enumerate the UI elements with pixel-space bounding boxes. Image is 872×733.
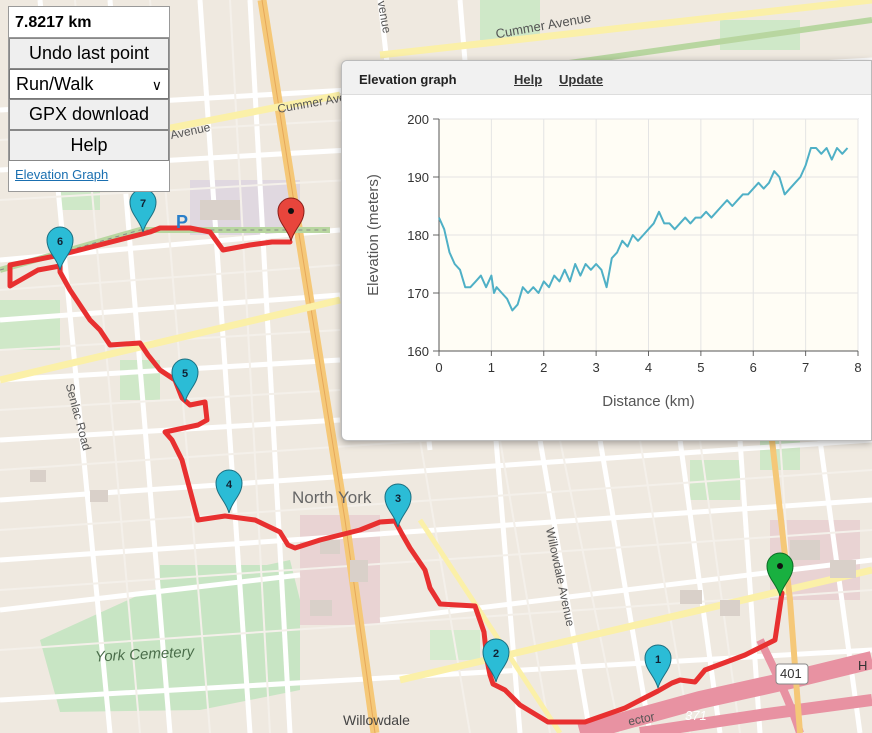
activity-mode-select[interactable]: Run/Walk ∨ [9, 69, 169, 99]
end-marker[interactable] [277, 197, 305, 242]
route-control-panel: 7.8217 km Undo last point Run/Walk ∨ GPX… [8, 6, 170, 192]
elevation-popup-title: Elevation graph [359, 72, 457, 87]
x-tick-label: 4 [645, 360, 652, 375]
start-marker[interactable] [766, 552, 794, 597]
parking-icon: P [176, 212, 189, 232]
y-tick-label: 190 [407, 170, 429, 185]
route-marker-6[interactable]: 6 [46, 226, 74, 271]
route-marker-5-label: 5 [182, 368, 188, 380]
help-button[interactable]: Help [9, 130, 169, 161]
route-marker-2-label: 2 [493, 648, 499, 660]
elevation-chart: 0 1 2 3 4 5 6 7 8 160 170 180 190 200 Distance (km) Ele… [365, 112, 862, 410]
x-tick-label: 2 [540, 360, 547, 375]
y-tick-label: 170 [407, 286, 429, 301]
route-marker-7-label: 7 [140, 198, 146, 210]
elevation-series-line [438, 147, 849, 312]
x-tick-label: 8 [854, 360, 861, 375]
x-tick-label: 0 [435, 360, 442, 375]
elevation-update-link[interactable]: Update [559, 72, 604, 87]
y-axis-label: Elevation (meters) [365, 174, 382, 296]
y-tick-label: 200 [407, 112, 429, 127]
elevation-graph-popup: Elevation graph Help Update 0 1 2 3 4 5 6 7 8 160… [341, 60, 872, 441]
x-axis-label: Distance (km) [602, 393, 695, 410]
x-tick-label: 5 [697, 360, 704, 375]
activity-mode-value: Run/Walk [16, 74, 94, 94]
x-tick-label: 1 [488, 360, 495, 375]
elevation-graph-link[interactable]: Elevation Graph [15, 167, 109, 182]
route-line [7, 225, 785, 725]
route-marker-3[interactable]: 3 [384, 483, 412, 528]
y-tick-label: 180 [407, 228, 429, 243]
x-tick-label: 6 [750, 360, 757, 375]
x-tick-label: 3 [593, 360, 600, 375]
route-marker-4-label: 4 [226, 479, 233, 491]
highway-401-shield [775, 663, 809, 685]
chevron-down-icon: ∨ [151, 77, 162, 93]
gpx-download-button[interactable]: GPX download [9, 99, 169, 130]
elevation-help-link[interactable]: Help [514, 72, 543, 87]
undo-last-point-button[interactable]: Undo last point [9, 38, 169, 69]
map-label-north-york: North York [292, 488, 372, 507]
x-tick-label: 7 [802, 360, 809, 375]
route-marker-4[interactable]: 4 [215, 469, 243, 514]
route-marker-1-label: 1 [655, 654, 661, 666]
map-label-401: 401 [780, 666, 802, 681]
route-marker-6-label: 6 [57, 236, 63, 248]
total-distance: 7.8217 km [9, 7, 169, 38]
map-label-h: H [858, 658, 868, 673]
map-label-371: 371 [685, 708, 707, 723]
map-label-willowdale: Willowdale [343, 712, 410, 728]
route-marker-1[interactable]: 1 [644, 644, 672, 689]
y-tick-label: 160 [407, 344, 429, 359]
route-marker-2[interactable]: 2 [482, 638, 510, 683]
route-marker-3-label: 3 [395, 493, 401, 505]
route-marker-5[interactable]: 5 [171, 358, 199, 403]
elevation-popup-header: Elevation graph Help Update [342, 61, 871, 95]
